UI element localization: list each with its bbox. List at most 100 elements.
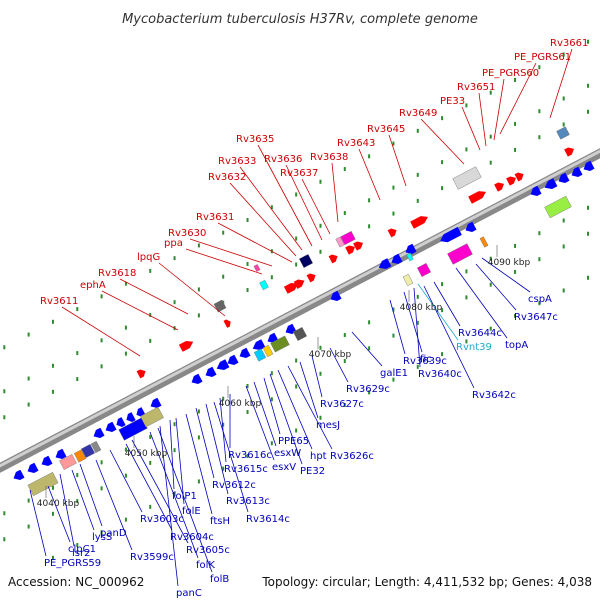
gene-label[interactable]: PE_PGRS61 (514, 52, 571, 63)
gene-label[interactable]: Rv3651 (457, 82, 495, 93)
gene-label[interactable]: Rv3640c (418, 369, 462, 380)
gene-box[interactable] (140, 406, 164, 428)
gene-arrow[interactable] (528, 185, 542, 199)
gene-label[interactable]: hpt (310, 451, 327, 462)
gene-label[interactable]: PPE65 (278, 436, 309, 447)
gene-label[interactable]: lsr2 (72, 548, 90, 559)
gene-arrow[interactable] (53, 448, 67, 462)
gene-arrow[interactable] (103, 421, 117, 435)
gene-box[interactable] (80, 443, 96, 459)
gene-arrow[interactable] (463, 221, 477, 235)
gene-arrow[interactable] (403, 243, 417, 257)
gene-box[interactable] (479, 236, 489, 248)
gene-arrow[interactable] (389, 253, 403, 267)
gene-label[interactable]: fic (420, 354, 432, 365)
gene-label[interactable]: clpC1 (68, 544, 96, 555)
gene-label[interactable]: lpqG (137, 252, 160, 263)
gene-arrow[interactable] (237, 347, 251, 361)
gene-label[interactable]: folB (210, 574, 229, 585)
gene-box[interactable] (262, 344, 274, 358)
gene-arrow[interactable] (328, 290, 342, 304)
gene-box[interactable] (270, 335, 290, 353)
gene-box[interactable] (556, 126, 570, 140)
gene-box[interactable] (544, 195, 572, 219)
gene-label[interactable]: esxW (274, 448, 301, 459)
gene-arrow[interactable] (251, 339, 266, 353)
gene-label[interactable]: Rv3637 (280, 168, 318, 179)
gene-label[interactable]: Rv3605c (186, 545, 230, 556)
gene-label[interactable]: folK (196, 560, 215, 571)
gene-arrow[interactable] (25, 462, 39, 476)
gene-box[interactable] (90, 440, 102, 454)
gene-label[interactable]: panC (176, 588, 202, 599)
gene-label[interactable]: Rv3615c (224, 464, 268, 475)
gene-label[interactable]: Rv3649 (399, 108, 437, 119)
gene-arrow[interactable] (438, 226, 462, 245)
gene-label[interactable]: panD (100, 528, 127, 539)
gene-label[interactable]: Rv3643 (337, 138, 375, 149)
gene-box[interactable] (27, 471, 59, 497)
gene-label[interactable]: Rv3642c (472, 390, 516, 401)
gene-arrow[interactable] (189, 373, 203, 387)
gene-label[interactable]: Rv3639c (403, 356, 447, 367)
gene-arrow[interactable] (283, 280, 300, 294)
gene-arrow[interactable] (223, 318, 232, 328)
gene-arrow[interactable] (345, 243, 357, 255)
gene-box[interactable] (73, 449, 87, 463)
gene-box[interactable] (335, 236, 345, 248)
gene-box[interactable] (452, 166, 482, 190)
gene-arrow[interactable] (178, 338, 195, 352)
gene-label[interactable]: Rv3612c (212, 480, 256, 491)
gene-arrow[interactable] (148, 397, 162, 411)
gene-label[interactable]: Rv3599c (130, 552, 174, 563)
gene-label[interactable]: Rv3626c (330, 451, 374, 462)
gene-arrow[interactable] (353, 239, 365, 251)
gene-label[interactable]: folE (182, 506, 201, 517)
gene-arrow[interactable] (203, 366, 217, 380)
gene-label[interactable]: Rv3631 (196, 212, 234, 223)
gene-arrow[interactable] (506, 174, 518, 186)
gene-label[interactable]: ephA (80, 280, 106, 291)
gene-arrow[interactable] (468, 188, 488, 204)
gene-arrow[interactable] (39, 455, 53, 469)
gene-label[interactable]: Rv3613c (226, 496, 270, 507)
gene-label[interactable]: Rv3647c (514, 312, 558, 323)
gene-box[interactable] (402, 273, 414, 287)
gene-arrow[interactable] (134, 407, 146, 419)
gene-label[interactable]: esxV (272, 462, 296, 473)
gene-label[interactable]: Rv3632 (208, 172, 246, 183)
gene-label[interactable]: lysS (92, 532, 112, 543)
gene-box[interactable] (253, 348, 267, 362)
gene-label[interactable]: Rv3618 (98, 268, 136, 279)
gene-arrow[interactable] (91, 427, 105, 441)
gene-label[interactable]: Rv3638 (310, 152, 348, 163)
gene-label[interactable]: PE_PGRS60 (482, 68, 539, 79)
gene-label[interactable]: Rv3616c (228, 450, 272, 461)
gene-arrow[interactable] (11, 469, 25, 483)
gene-label[interactable]: PE_PGRS59 (44, 558, 101, 569)
gene-label[interactable]: PE33 (440, 96, 465, 107)
gene-label[interactable]: Rv3629c (346, 384, 390, 395)
gene-label[interactable]: ftsH (210, 516, 230, 527)
gene-arrow[interactable] (328, 253, 340, 264)
gene-arrow[interactable] (543, 178, 558, 192)
gene-box[interactable] (253, 264, 261, 272)
gene-arrow[interactable] (514, 171, 526, 182)
gene-label[interactable]: cspA (528, 294, 552, 305)
gene-arrow[interactable] (225, 354, 239, 368)
gene-label[interactable]: Rv3633 (218, 156, 256, 167)
gene-label[interactable]: Rv3614c (246, 514, 290, 525)
gene-arrow[interactable] (494, 180, 506, 192)
gene-label[interactable]: topA (505, 340, 528, 351)
gene-box[interactable] (259, 279, 269, 291)
gene-arrow[interactable] (556, 172, 570, 186)
gene-label[interactable]: PE32 (300, 466, 325, 477)
gene-arrow[interactable] (293, 277, 307, 289)
gene-label[interactable]: Rv3603c (140, 514, 184, 525)
gene-label[interactable]: Rv3627c (320, 399, 364, 410)
gene-arrow[interactable] (387, 227, 399, 238)
gene-box[interactable] (213, 299, 227, 313)
gene-arrow[interactable] (114, 417, 126, 429)
gene-label[interactable]: ppa (164, 238, 183, 249)
gene-label[interactable]: Rv3644c (458, 328, 502, 339)
